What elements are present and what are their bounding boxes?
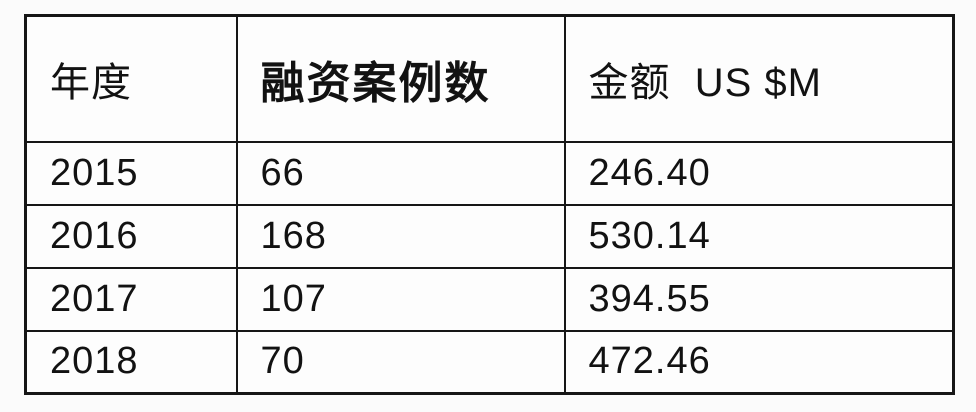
table-row-2015: 2015 66 246.40 bbox=[24, 140, 955, 206]
financing-table-container: 年度 融资案例数 金额 US $M 2015 66 246.40 2016 16… bbox=[24, 14, 955, 395]
cell-amount: 472.46 bbox=[563, 329, 955, 395]
cell-amount: 530.14 bbox=[563, 203, 955, 269]
table-row-2018: 2018 70 472.46 bbox=[24, 329, 955, 395]
cell-year: 2018 bbox=[24, 329, 238, 395]
cell-cases: 70 bbox=[235, 329, 566, 395]
cell-amount: 246.40 bbox=[563, 140, 955, 206]
cell-amount: 394.55 bbox=[563, 266, 955, 332]
cell-cases: 66 bbox=[235, 140, 566, 206]
table-row-2016: 2016 168 530.14 bbox=[24, 203, 955, 269]
financing-table: 年度 融资案例数 金额 US $M 2015 66 246.40 2016 16… bbox=[24, 14, 955, 395]
col-header-year: 年度 bbox=[24, 14, 238, 143]
col-header-amount: 金额 US $M bbox=[563, 14, 955, 143]
table-header-row: 年度 融资案例数 金额 US $M bbox=[24, 14, 955, 143]
cell-cases: 107 bbox=[235, 266, 566, 332]
table-row-2017: 2017 107 394.55 bbox=[24, 266, 955, 332]
col-header-cases: 融资案例数 bbox=[235, 14, 566, 143]
cell-year: 2015 bbox=[24, 140, 238, 206]
cell-cases: 168 bbox=[235, 203, 566, 269]
cell-year: 2017 bbox=[24, 266, 238, 332]
cell-year: 2016 bbox=[24, 203, 238, 269]
